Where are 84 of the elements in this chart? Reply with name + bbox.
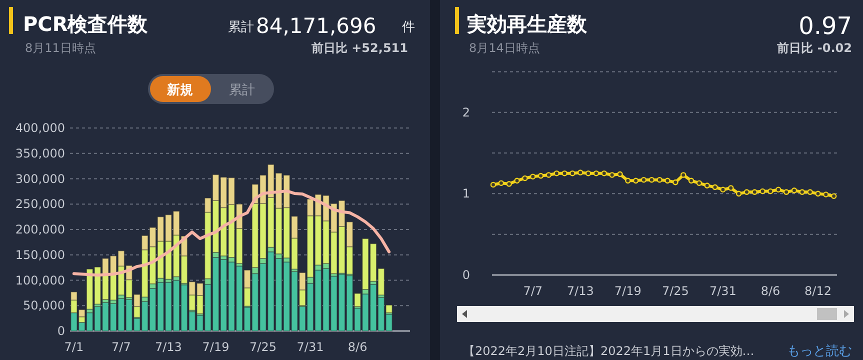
point xyxy=(656,176,662,183)
y-tick-label: 2 xyxy=(462,105,470,120)
point xyxy=(498,180,504,186)
y-tick-label: 100,000 xyxy=(15,273,65,288)
x-tick-label: 7/31 xyxy=(296,340,324,354)
x-tick-label: 7/7 xyxy=(523,284,543,298)
point xyxy=(728,185,734,191)
point xyxy=(783,189,790,195)
x-tick-label: 7/13 xyxy=(155,340,182,354)
point xyxy=(688,178,694,184)
y-tick-label: 150,000 xyxy=(15,248,65,262)
x-tick-label: 7/25 xyxy=(250,340,276,354)
point xyxy=(791,188,798,194)
point xyxy=(823,192,829,198)
text: 累計 xyxy=(229,83,255,98)
point xyxy=(640,176,647,183)
x-tick-label: 7/19 xyxy=(202,340,230,354)
point xyxy=(522,175,528,182)
point xyxy=(807,189,813,195)
point xyxy=(815,190,821,197)
point xyxy=(546,172,552,178)
point xyxy=(514,178,520,184)
point xyxy=(648,176,655,183)
point xyxy=(593,170,600,176)
point xyxy=(704,182,710,188)
x-tick-label: 7/31 xyxy=(709,284,736,298)
point xyxy=(632,178,639,184)
text: 件 xyxy=(402,20,415,35)
text: 84,171,696 xyxy=(256,14,376,38)
point xyxy=(601,170,608,176)
point xyxy=(720,186,726,193)
x-tick-label: 8/12 xyxy=(804,284,832,298)
text: 【2022年2月10日注記】2022年1月1日からの実効… xyxy=(463,344,754,358)
point xyxy=(696,180,702,186)
point xyxy=(672,179,678,186)
point xyxy=(585,170,592,176)
point xyxy=(609,172,615,178)
y-tick-label: 400,000 xyxy=(15,121,65,135)
point xyxy=(490,182,496,188)
point xyxy=(830,193,837,200)
point xyxy=(712,184,718,190)
text: 前日比 -0.02 xyxy=(776,41,852,55)
text: 累計 xyxy=(228,20,254,35)
chart-subtitle: 8月14日時点 xyxy=(469,41,540,55)
point xyxy=(664,178,670,184)
x-tick-label: 7/13 xyxy=(566,284,594,298)
point xyxy=(570,170,576,176)
text: 0.97 xyxy=(798,12,852,40)
chart-title: PCR検査件数 xyxy=(23,12,149,36)
x-tick-label: 8/6 xyxy=(348,340,368,354)
point xyxy=(562,170,568,176)
y-tick-label: 250,000 xyxy=(15,197,65,212)
y-tick-label: 350,000 xyxy=(15,146,65,160)
line-series xyxy=(72,189,391,277)
x-tick-label: 7/19 xyxy=(614,284,642,298)
y-tick-label: 200,000 xyxy=(15,222,65,236)
x-tick-label: 8/6 xyxy=(760,284,780,298)
x-tick-label: 7/1 xyxy=(64,340,84,354)
text: 前日比 +52,511 xyxy=(310,41,408,55)
chart-title: 実効再生産数 xyxy=(466,12,588,36)
chart-subtitle: 8月11日時点 xyxy=(25,41,96,55)
point xyxy=(736,190,742,197)
y-tick-label: 300,000 xyxy=(15,172,65,186)
text: もっと読む xyxy=(787,344,852,359)
x-tick-label: 7/25 xyxy=(662,284,689,298)
x-tick-label: 7/7 xyxy=(112,340,131,354)
y-tick-label: 0 xyxy=(462,268,470,282)
point xyxy=(752,189,758,195)
point xyxy=(617,171,623,178)
point xyxy=(577,170,584,176)
point xyxy=(554,170,560,176)
point xyxy=(768,188,774,194)
point xyxy=(530,174,536,180)
y-tick-label: 1 xyxy=(462,186,470,201)
point xyxy=(680,172,686,178)
point xyxy=(760,188,766,194)
point xyxy=(744,189,750,195)
point xyxy=(625,178,631,184)
text: 新規 xyxy=(166,82,193,98)
point xyxy=(506,181,512,187)
y-tick-label: 50,000 xyxy=(23,298,65,313)
point xyxy=(775,186,782,193)
point xyxy=(538,172,544,179)
y-tick-label: 0 xyxy=(57,324,65,338)
